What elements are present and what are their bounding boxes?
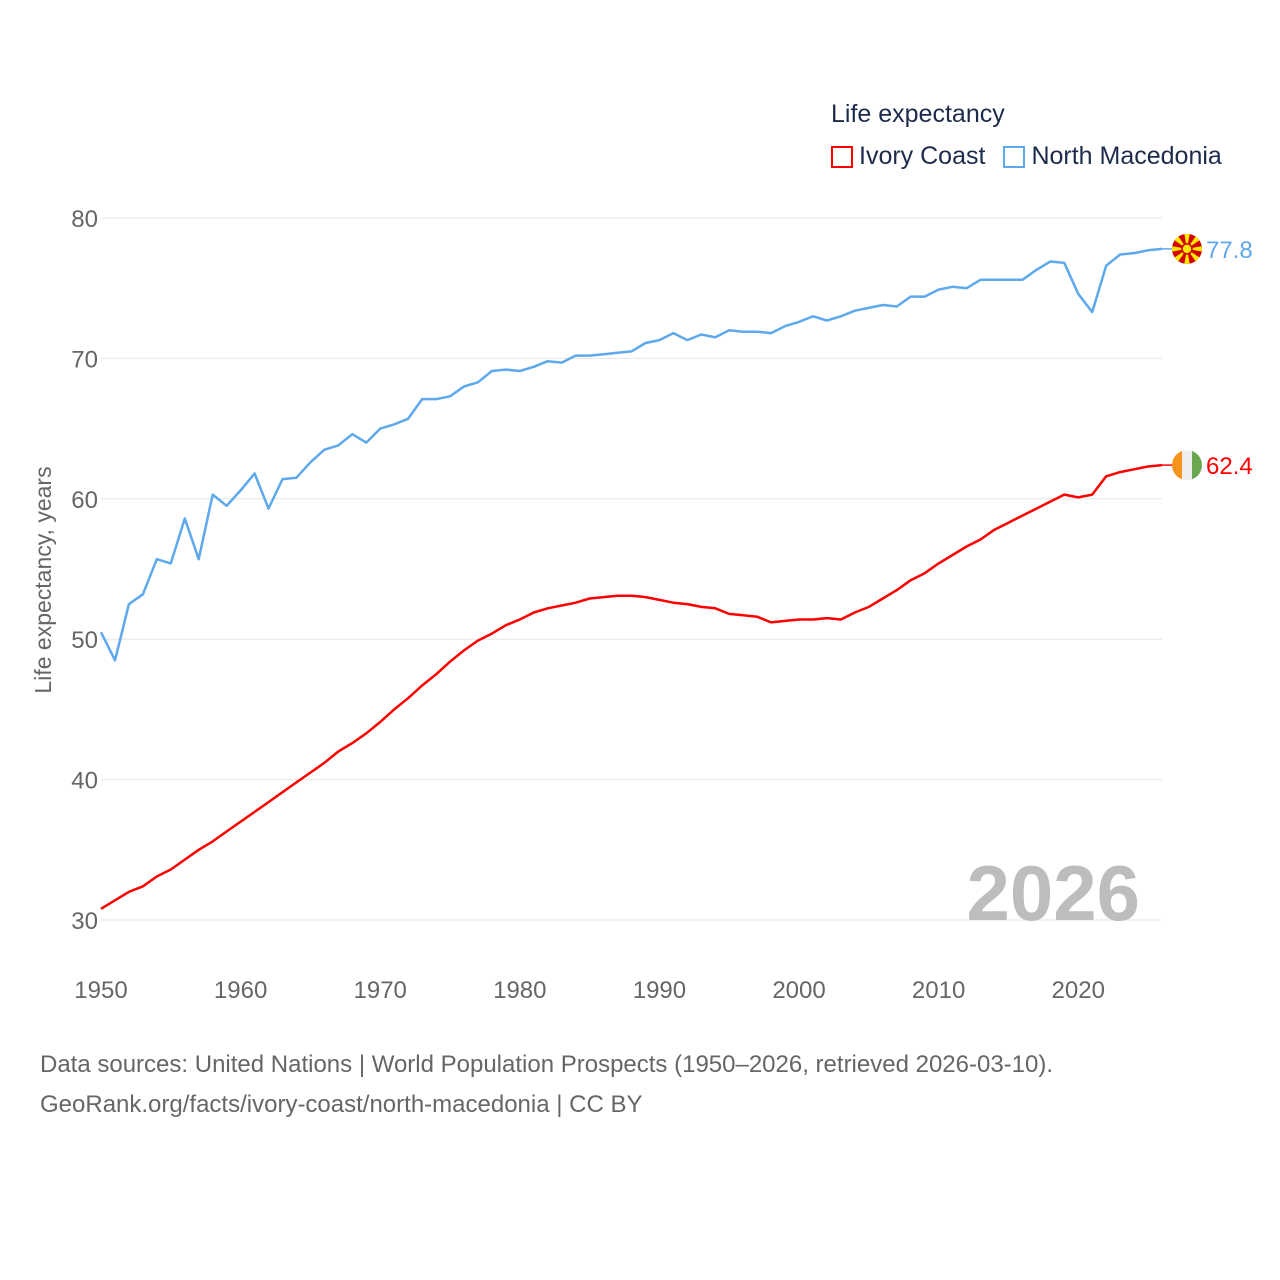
legend-item-ivory-coast[interactable]: Ivory Coast	[831, 142, 985, 171]
series-end-labels: 62.4 77.8	[1162, 233, 1253, 481]
x-tick-label: 2000	[772, 977, 825, 1004]
legend-swatch-north-macedonia	[1003, 145, 1026, 168]
legend-title: Life expectancy	[831, 100, 1005, 128]
data-source-text: Data sources: United Nations | World Pop…	[40, 1051, 1054, 1078]
y-axis-ticks: 30 40 50 60 70 80	[71, 206, 98, 935]
x-tick-label: 1970	[354, 977, 407, 1004]
y-tick-label: 60	[71, 487, 98, 514]
series-line-ivory-coast	[100, 463, 1163, 910]
y-axis-label: Life expectancy, years	[30, 466, 56, 693]
y-tick-label: 50	[71, 627, 98, 654]
end-value-label: 62.4	[1206, 453, 1253, 480]
x-tick-label: 1980	[493, 977, 546, 1004]
x-axis-ticks: 1950 1960 1970 1980 1990 2000 2010 2020	[74, 977, 1105, 1004]
y-tick-label: 70	[71, 346, 98, 373]
x-tick-label: 1950	[74, 977, 127, 1004]
legend-label: North Macedonia	[1031, 142, 1222, 170]
gridlines	[101, 217, 1162, 921]
y-tick-label: 80	[71, 206, 98, 233]
series-line-north-macedonia	[99, 247, 1163, 662]
ivory-coast-flag-icon	[1172, 450, 1202, 481]
legend-swatch-ivory-coast	[831, 145, 853, 168]
x-tick-label: 2010	[912, 977, 965, 1004]
legend-label: Ivory Coast	[859, 142, 986, 170]
x-tick-label: 1960	[214, 977, 267, 1004]
footer: Data sources: United Nations | World Pop…	[40, 1045, 1053, 1125]
y-tick-label: 40	[71, 768, 98, 795]
year-watermark: 2026	[966, 849, 1140, 937]
north-macedonia-flag-icon	[1172, 233, 1202, 264]
end-value-label: 77.8	[1206, 237, 1253, 264]
y-tick-label: 30	[71, 908, 98, 935]
legend: Ivory Coast North Macedonia	[831, 142, 1222, 171]
x-tick-label: 2020	[1052, 977, 1105, 1004]
x-tick-label: 1990	[633, 977, 686, 1004]
legend-item-north-macedonia[interactable]: North Macedonia	[1003, 142, 1222, 171]
series-lines	[99, 247, 1163, 910]
attribution-link[interactable]: GeoRank.org/facts/ivory-coast/north-mace…	[40, 1091, 643, 1118]
